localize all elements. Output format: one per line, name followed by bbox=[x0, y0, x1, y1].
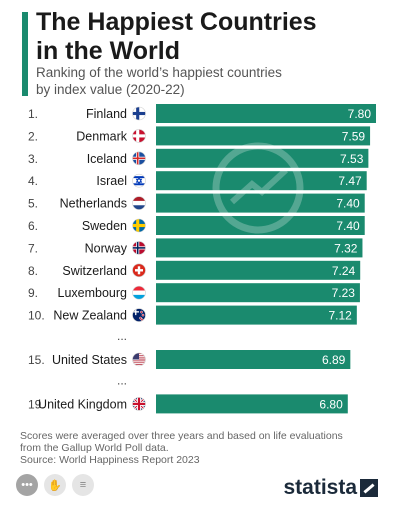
brand-name: statista bbox=[283, 476, 357, 499]
israel-flag-icon bbox=[132, 174, 146, 188]
country-label: Israel bbox=[96, 174, 127, 188]
note-line2: from the Gallup World Poll data. bbox=[20, 442, 169, 454]
data-bar bbox=[156, 394, 348, 414]
menu-icon[interactable]: ≡ bbox=[72, 474, 94, 496]
norway-flag-icon bbox=[132, 241, 146, 255]
hand-icon[interactable]: ✋ bbox=[44, 474, 66, 496]
united-kingdom-flag-icon bbox=[132, 397, 146, 411]
value-label: 6.80 bbox=[319, 397, 343, 411]
flag-outline bbox=[132, 308, 146, 322]
data-bar bbox=[156, 171, 367, 191]
data-bar bbox=[156, 305, 357, 325]
data-bar bbox=[156, 104, 376, 123]
chart-title-line2: in the World bbox=[36, 37, 180, 65]
source-line: Source: World Happiness Report 2023 bbox=[20, 454, 200, 466]
rank-label: 5. bbox=[28, 197, 38, 211]
ellipsis-row: ... bbox=[117, 373, 127, 387]
data-bar bbox=[156, 238, 363, 258]
value-label: 6.89 bbox=[322, 353, 346, 367]
sweden-flag-icon bbox=[132, 219, 146, 232]
chart-notes: Scores were averaged over three years an… bbox=[20, 430, 380, 466]
country-label: Norway bbox=[85, 241, 128, 255]
united-states-flag-icon bbox=[132, 353, 146, 366]
value-label: 7.12 bbox=[328, 309, 352, 323]
country-label: Luxembourg bbox=[58, 286, 128, 300]
value-label: 7.24 bbox=[332, 264, 356, 278]
rank-label: 4. bbox=[28, 174, 38, 188]
flag-outline bbox=[132, 196, 146, 210]
luxembourg-flag-icon bbox=[132, 286, 146, 300]
note-line1: Scores were averaged over three years an… bbox=[20, 430, 343, 442]
data-bar bbox=[156, 193, 365, 213]
data-bar bbox=[156, 350, 351, 369]
chart-subtitle: Ranking of the world’s happiest countrie… bbox=[36, 64, 356, 98]
value-label: 7.40 bbox=[336, 219, 360, 233]
country-label: Iceland bbox=[87, 152, 127, 166]
overlay-controls: ••• ✋ ≡ bbox=[16, 474, 94, 496]
flag-outline bbox=[132, 397, 146, 411]
chart-subtitle-line1: Ranking of the world’s happiest countrie… bbox=[36, 65, 282, 80]
flag-outline bbox=[132, 106, 146, 121]
rank-label: 1. bbox=[28, 107, 38, 121]
country-label: New Zealand bbox=[53, 309, 127, 323]
more-icon[interactable]: ••• bbox=[16, 474, 38, 496]
country-label: Netherlands bbox=[60, 197, 127, 211]
country-label: Denmark bbox=[76, 129, 127, 143]
country-label: Sweden bbox=[82, 219, 127, 233]
bar-chart: 1. Finland 7.80 2. Denmark 7.59 3. Iceland 7.53 4… bbox=[28, 104, 376, 414]
rank-label: 10. bbox=[28, 309, 45, 323]
data-bar bbox=[156, 260, 361, 280]
value-label: 7.47 bbox=[338, 174, 362, 188]
value-label: 7.80 bbox=[348, 107, 372, 121]
flag-outline bbox=[132, 263, 146, 278]
chart-title: The Happiest Countries in the World bbox=[36, 8, 376, 66]
flag-outline bbox=[132, 173, 146, 188]
flag-outline bbox=[132, 218, 146, 233]
data-bar bbox=[156, 216, 365, 235]
rank-label: 6. bbox=[28, 219, 38, 233]
value-label: 7.53 bbox=[340, 152, 364, 166]
flag-outline bbox=[132, 352, 146, 367]
value-label: 7.40 bbox=[336, 197, 360, 211]
chart-subtitle-line2: by index value (2020-22) bbox=[36, 82, 185, 97]
data-bar bbox=[156, 283, 360, 303]
denmark-flag-icon bbox=[132, 129, 146, 143]
statista-logo: statista bbox=[283, 476, 378, 500]
statista-watermark-icon bbox=[212, 142, 304, 234]
rank-label: 7. bbox=[28, 241, 38, 255]
chart-title-line1: The Happiest Countries bbox=[36, 8, 317, 36]
rank-label: 3. bbox=[28, 152, 38, 166]
country-label: United States bbox=[52, 353, 127, 367]
statista-logo-mark-icon bbox=[360, 479, 378, 497]
value-label: 7.32 bbox=[334, 241, 358, 255]
title-accent-bar bbox=[22, 12, 28, 96]
switzerland-flag-icon bbox=[132, 263, 146, 277]
country-label: Finland bbox=[86, 107, 127, 121]
ellipsis-row: ... bbox=[117, 329, 127, 343]
new-zealand-flag-icon bbox=[132, 308, 146, 322]
rank-label: 9. bbox=[28, 286, 38, 300]
value-label: 7.59 bbox=[342, 129, 366, 143]
flag-outline bbox=[132, 151, 146, 166]
iceland-flag-icon bbox=[132, 151, 146, 165]
flag-outline bbox=[132, 285, 146, 300]
country-label: Switzerland bbox=[62, 264, 127, 278]
flag-outline bbox=[132, 129, 146, 143]
rank-label: 2. bbox=[28, 129, 38, 143]
data-bar bbox=[156, 126, 371, 146]
rank-label: 19. bbox=[28, 397, 45, 411]
country-label: United Kingdom bbox=[38, 397, 127, 411]
value-label: 7.23 bbox=[332, 286, 356, 300]
data-bar bbox=[156, 148, 369, 168]
flag-outline bbox=[132, 241, 146, 255]
finland-flag-icon bbox=[132, 107, 146, 120]
rank-label: 15. bbox=[28, 353, 45, 367]
rank-label: 8. bbox=[28, 264, 38, 278]
netherlands-flag-icon bbox=[132, 196, 146, 210]
